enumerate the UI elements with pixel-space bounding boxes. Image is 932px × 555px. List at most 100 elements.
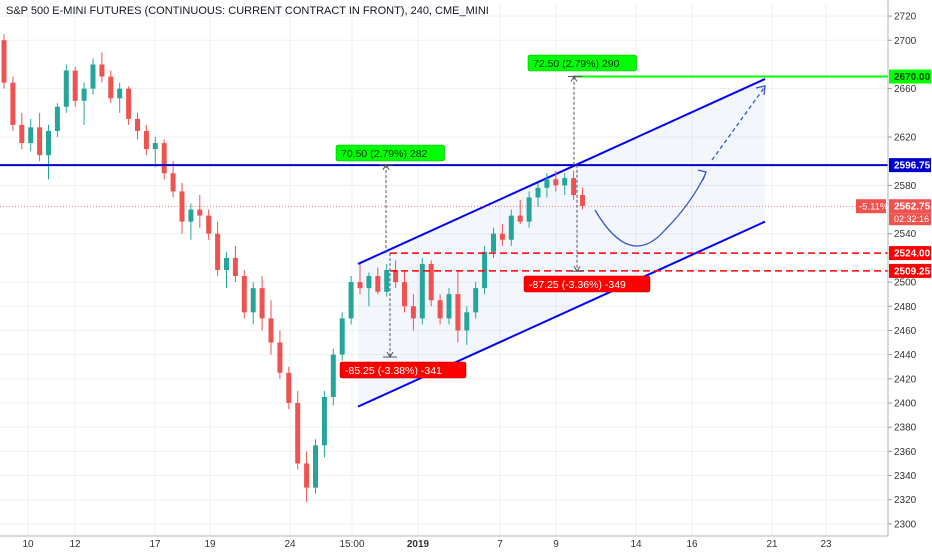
candle-body xyxy=(259,288,265,319)
measure-annotations: 70.50 (2.79%) 282 72.50 (2.79%) 290 -85.25… xyxy=(335,54,651,379)
candle-body xyxy=(517,215,523,222)
candle-body xyxy=(28,127,34,144)
candle-body xyxy=(535,187,541,198)
candle-body xyxy=(473,288,479,313)
candle-body xyxy=(90,64,96,89)
price-tick-label: 2320 xyxy=(894,495,917,506)
candle-body xyxy=(1,40,7,83)
candle-body xyxy=(339,318,345,355)
candle-body xyxy=(464,312,470,331)
projection-curve xyxy=(594,174,706,247)
candle-body xyxy=(428,263,434,301)
measure-box xyxy=(523,275,651,293)
price-label: 2596.75 xyxy=(894,161,931,172)
price-tick-label: 2660 xyxy=(894,84,917,95)
time-tick-label: 15:00 xyxy=(339,539,364,550)
countdown-bg xyxy=(889,213,931,226)
price-tick-label: 2420 xyxy=(894,374,917,385)
candle-body xyxy=(330,354,336,397)
price-tick-label: 2480 xyxy=(894,302,917,313)
time-tick-label: 17 xyxy=(149,539,161,550)
candle-body xyxy=(419,263,425,319)
time-tick-label: 23 xyxy=(820,539,832,550)
change-badge-bg xyxy=(856,199,886,214)
candle-body xyxy=(206,215,212,234)
price-label-bg xyxy=(889,246,931,261)
candle-body xyxy=(224,257,229,270)
candle-body xyxy=(304,463,310,488)
price-tick-label: 2400 xyxy=(894,399,917,410)
candle-body xyxy=(375,276,381,292)
price-tick-label: 2720 xyxy=(894,12,917,23)
grid xyxy=(0,4,888,536)
candle-body xyxy=(295,403,301,464)
candle-body xyxy=(553,179,559,186)
measure-label: 70.50 (2.79%) 282 xyxy=(341,148,428,160)
measure-label: 72.50 (2.79%) 290 xyxy=(533,58,620,70)
candle-body xyxy=(286,372,292,403)
candle-body xyxy=(508,215,514,240)
candle-body xyxy=(455,294,461,331)
time-axis[interactable]: 10 12 17 19 24 15:00 2019 7 9 14 16 21 23 xyxy=(0,535,888,550)
candle-body xyxy=(63,70,69,107)
candle-body xyxy=(19,124,25,144)
projection-arrowhead xyxy=(697,169,707,181)
candle-body xyxy=(357,282,363,289)
time-tick-label: 21 xyxy=(766,539,778,550)
price-tick-label: 2540 xyxy=(894,229,917,240)
measure-box xyxy=(339,361,467,379)
candle-body xyxy=(348,282,354,319)
time-axis-bg xyxy=(0,536,888,550)
candle-body xyxy=(250,288,256,313)
price-tick-label: 2380 xyxy=(894,423,917,434)
price-label-bg xyxy=(889,263,931,278)
time-tick-label: 19 xyxy=(204,539,216,550)
price-label-bg xyxy=(889,158,931,173)
channel-upper-line[interactable] xyxy=(357,78,766,265)
time-tick-label: 7 xyxy=(497,539,503,550)
price-tick-label: 2440 xyxy=(894,350,917,361)
price-tick-label: 2500 xyxy=(894,278,917,289)
price-tick-label: 2620 xyxy=(894,133,917,144)
candle-body xyxy=(126,88,132,119)
candle-body xyxy=(544,179,550,188)
time-tick-label: 24 xyxy=(284,539,296,550)
candle-body xyxy=(313,445,318,488)
candle-body xyxy=(54,106,60,131)
channel-fill xyxy=(358,78,765,407)
measure-label: -85.25 (-3.38%) -341 xyxy=(345,365,442,377)
price-tick-label: 2460 xyxy=(894,326,917,337)
candle-body xyxy=(241,276,247,313)
price-tick-label: 2580 xyxy=(894,181,917,192)
price-tick-label: 2340 xyxy=(894,471,917,482)
change-badge: -5.11% xyxy=(859,202,889,213)
candle-body xyxy=(37,127,43,156)
time-tick-label: 14 xyxy=(630,539,642,550)
candle-body xyxy=(81,88,87,101)
candle-body xyxy=(393,270,399,283)
price-label: 2509.25 xyxy=(894,266,931,277)
horizontal-lines xyxy=(0,75,888,272)
candle-body xyxy=(152,143,158,150)
candle-body xyxy=(135,118,140,131)
candle-body xyxy=(117,88,123,99)
candle-body xyxy=(321,396,327,446)
price-axis[interactable]: 2300 2320 2340 2360 2380 2400 2420 2440 2460 2480… xyxy=(856,0,932,550)
candle-body xyxy=(179,191,185,222)
price-label-bg xyxy=(889,69,931,84)
time-tick-label: 10 xyxy=(22,539,34,550)
candle-body xyxy=(215,233,221,270)
candle-body xyxy=(499,233,505,240)
candle-body xyxy=(72,70,78,101)
price-channel xyxy=(357,78,766,408)
candle-body xyxy=(161,143,167,174)
candle-body xyxy=(366,276,372,289)
candle-body xyxy=(491,233,496,252)
candle-body xyxy=(526,197,532,222)
price-label: 2670.00 xyxy=(894,72,931,83)
measure-label: -87.25 (-3.36%) -349 xyxy=(529,279,626,291)
time-tick-label: 12 xyxy=(69,539,81,550)
candle-body xyxy=(580,195,585,206)
